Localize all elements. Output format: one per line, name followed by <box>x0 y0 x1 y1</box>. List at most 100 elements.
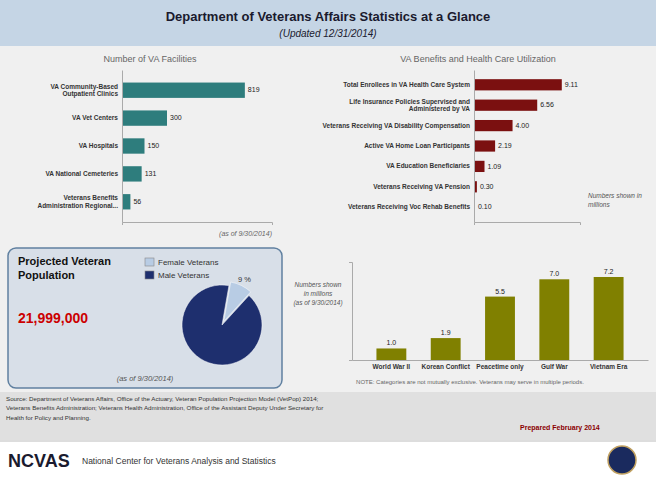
text-line: 1.0 <box>387 339 397 346</box>
text-line: 56 <box>133 198 141 205</box>
text-line: 131 <box>145 170 157 177</box>
tick-label: VA Hospitals <box>79 142 119 150</box>
tick: Veterans Receiving Voc Rehab Benefits <box>348 203 474 211</box>
data-label: 0.30 <box>480 183 494 190</box>
tick: VA National Cemeteries <box>45 170 122 177</box>
tick: Veterans BenefitsAdministration Regional… <box>37 194 122 209</box>
legend-swatch <box>145 258 154 266</box>
data-labels: 9.116.564.002.191.090.300.10 <box>478 81 578 210</box>
tick: Peacetime only <box>476 360 524 371</box>
annotation: 21,999,000 <box>18 310 88 326</box>
tick-label: Life Insurance Policies Supervised andAd… <box>349 98 470 113</box>
tick-label: Veterans Receiving VA Pension <box>373 183 470 191</box>
tick-label: World War II <box>373 363 411 370</box>
prepared: Prepared February 2014 <box>520 424 600 432</box>
page: Department of Veterans Affairs Statistic… <box>0 0 656 480</box>
axis <box>123 223 273 226</box>
text-line: Veterans Benefits <box>63 194 118 201</box>
bar <box>485 297 515 360</box>
data-label: 2.19 <box>498 142 512 149</box>
tick: Veterans Receiving VA Pension <box>373 183 474 191</box>
bar <box>122 83 245 98</box>
text-line: 5.5 <box>495 288 505 295</box>
title: Department of Veterans Affairs Statistic… <box>166 9 491 24</box>
axis: VA Community-BasedOutpatient ClinicsVA V… <box>37 71 122 223</box>
bar <box>474 140 495 151</box>
axis: Total Enrollees in VA Health Care System… <box>323 71 475 223</box>
bar <box>474 161 485 172</box>
slice <box>182 285 262 365</box>
tick-label: Veterans Receiving VA Disability Compens… <box>323 122 470 130</box>
text-line: Administration Regional... <box>37 202 118 210</box>
text-line: Outpatient Clinics <box>62 90 118 98</box>
text-line: 300 <box>170 114 182 121</box>
text-line: Number of VA Facilities <box>104 54 197 64</box>
legend-swatch <box>145 271 154 279</box>
pie-box <box>8 248 282 388</box>
text-line: VA Benefits and Health Care Utilization <box>400 54 555 64</box>
chart-title: VA Benefits and Health Care Utilization <box>400 54 555 64</box>
axis: World War II Korean Conflict Peacetime onl… <box>353 360 649 371</box>
data-label: 56 <box>133 198 141 205</box>
bar <box>122 138 145 153</box>
text-line: 1.9 <box>441 329 451 336</box>
data-label: 7.2 <box>604 268 614 275</box>
text-line: Numbers shown <box>295 281 342 288</box>
logo <box>608 446 636 474</box>
chart-title: Number of VA Facilities <box>104 54 197 64</box>
data-label: 5.5 <box>495 288 505 295</box>
text-line: Veterans Receiving VA Pension <box>373 183 470 191</box>
text-line: 2.19 <box>498 142 512 149</box>
text-line: Male Veterans <box>158 271 209 280</box>
text-line: Prepared February 2014 <box>520 424 600 432</box>
text-line: 7.0 <box>549 270 559 277</box>
text-line: (as of 9/30/2014) <box>117 374 174 383</box>
text-line: 9 % <box>238 275 251 284</box>
tick: Korean Conflict <box>421 360 470 370</box>
text-line: National Center for Veterans Analysis an… <box>82 456 276 466</box>
bar <box>376 348 406 360</box>
axis-line <box>353 360 649 361</box>
data-label: 300 <box>170 114 182 121</box>
text-line: 9.11 <box>565 81 578 88</box>
tick: Vietnam Era <box>590 360 628 370</box>
tick-label: Veterans Receiving Voc Rehab Benefits <box>348 203 470 211</box>
data-label: 6.56 <box>540 101 554 108</box>
legend-entry: Female Veterans <box>158 258 218 267</box>
axis-line <box>123 223 273 226</box>
text-line: 819 <box>248 86 260 93</box>
plot-area <box>376 277 623 360</box>
chart-title: Projected VeteranPopulation <box>18 255 111 281</box>
text-line: NOTE: Categories are not mutually exclus… <box>356 379 584 385</box>
axis-line <box>349 263 353 361</box>
plot-area <box>122 83 245 210</box>
data-labels: 1.0 1.9 5.5 7.0 7.2 <box>387 268 614 346</box>
text-line: 4.00 <box>516 122 530 129</box>
bar <box>594 277 624 360</box>
annotation: Numbers shown inmillions <box>588 192 642 208</box>
text-line: 1.09 <box>488 163 502 170</box>
footer-rule <box>0 441 656 442</box>
axis <box>349 263 353 361</box>
tick: Life Insurance Policies Supervised andAd… <box>349 98 474 113</box>
annotation: Numbers shownin millions(as of 9/30/2014… <box>293 281 342 307</box>
tick: Veterans Receiving VA Disability Compens… <box>323 122 474 130</box>
text-line: Source: Department of Veterans Affairs, … <box>6 395 319 402</box>
text-line: NCVAS <box>8 451 70 471</box>
data-label: 819 <box>248 86 260 93</box>
text-line: Female Veterans <box>158 258 218 267</box>
text-line: (as of 9/30/2014) <box>293 299 342 307</box>
data-label: 131 <box>145 170 157 177</box>
data-label: 1.09 <box>488 163 502 170</box>
bar <box>431 338 461 360</box>
tick: VA Education Beneficiaries <box>386 162 474 169</box>
axis-line <box>474 71 475 223</box>
text-line: Total Enrollees in VA Health Care System <box>343 81 470 89</box>
text-line: Administered by VA <box>409 105 471 113</box>
pie: 9 % <box>182 275 262 365</box>
legend: Female Veterans Male Veterans <box>145 258 218 280</box>
tick-label: Gulf War <box>541 363 568 370</box>
source: Source: Department of Veterans Affairs, … <box>6 395 323 421</box>
text-line: Veterans Receiving VA Disability Compens… <box>323 122 470 130</box>
legend-entry: Male Veterans <box>158 271 209 280</box>
